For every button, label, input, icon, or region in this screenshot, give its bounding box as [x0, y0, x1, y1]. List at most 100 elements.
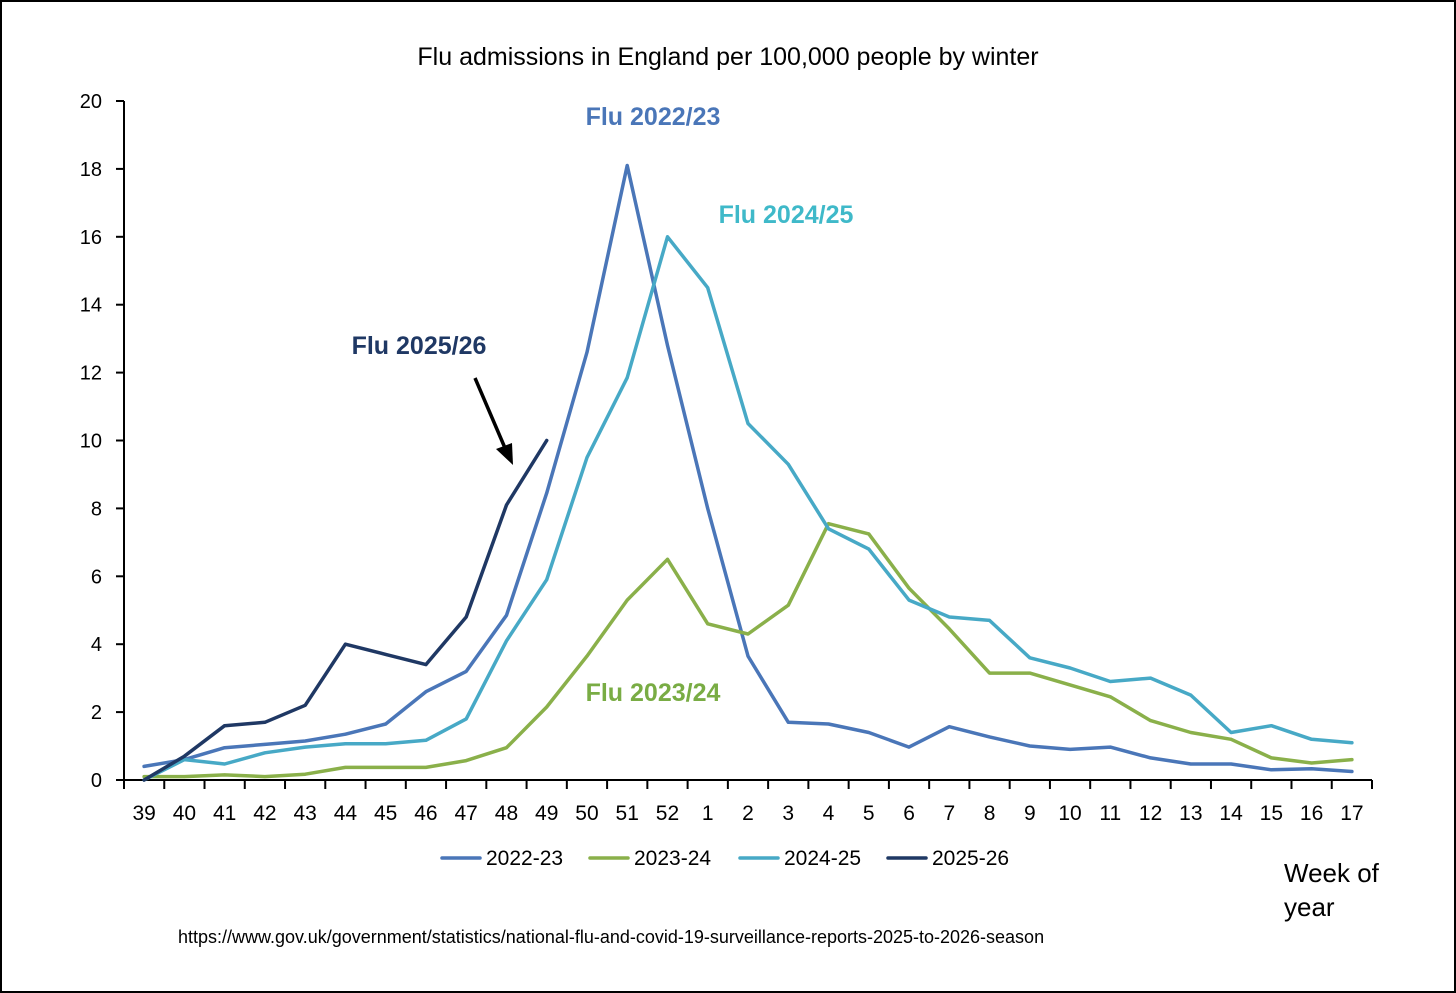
- series-2024-25-point: [263, 751, 267, 755]
- series-2022-23-point: [746, 654, 750, 658]
- series-2024-25-point: [504, 639, 508, 643]
- series-2024-25-point: [988, 618, 992, 622]
- series-2024-25-point: [1068, 666, 1072, 670]
- series-2025-26-point: [223, 724, 227, 728]
- series-2024-25-point: [1149, 676, 1153, 680]
- series-2025-26-point: [384, 652, 388, 656]
- series-2023-24-point: [424, 765, 428, 769]
- series-2023-24-point: [1310, 761, 1314, 765]
- x-tick-label: 15: [1260, 802, 1283, 825]
- series-2023-24-point: [1149, 719, 1153, 723]
- series-2022-23-point: [988, 735, 992, 739]
- series-2022-23-point: [1189, 762, 1193, 766]
- series-2025-26-point: [142, 778, 146, 782]
- series-2022-23-point: [1229, 762, 1233, 766]
- series-2024-25-point: [786, 462, 790, 466]
- x-tick-label: 39: [132, 802, 155, 825]
- x-tick-label: 16: [1300, 802, 1323, 825]
- legend-label-2025-26: 2025-26: [932, 847, 1009, 870]
- y-tick-label: 12: [80, 363, 102, 385]
- series-2022-23-point: [786, 720, 790, 724]
- y-tick-label: 20: [80, 91, 102, 113]
- x-tick-label: 8: [984, 802, 996, 825]
- series-2025-26-point: [343, 642, 347, 646]
- series-2025-26: [142, 438, 549, 782]
- annotation-flu-2022-23: Flu 2022/23: [586, 103, 721, 131]
- series-2023-24-point: [343, 765, 347, 769]
- series-2023-24-point: [504, 746, 508, 750]
- series-2023-24-point: [1068, 683, 1072, 687]
- x-tick-label: 42: [253, 802, 276, 825]
- series-2023-24-point: [907, 586, 911, 590]
- series-2023-24-point: [464, 759, 468, 763]
- x-tick-label: 50: [575, 802, 598, 825]
- annotation-flu-2025-26: Flu 2025/26: [352, 332, 487, 360]
- y-tick-label: 0: [91, 770, 102, 792]
- x-tick-label: 49: [535, 802, 558, 825]
- legend: 2022-23 2023-24 2024-25 2025-26: [440, 847, 1009, 870]
- series-2024-25-point: [867, 547, 871, 551]
- series-2024-25-point: [1269, 724, 1273, 728]
- series-2023-24-point: [867, 532, 871, 536]
- series-2022-23-point: [585, 350, 589, 354]
- series-2024-25-point: [746, 422, 750, 426]
- y-tick-label: 4: [91, 634, 102, 656]
- series-2024-25-point: [424, 738, 428, 742]
- series-2023-24-point: [182, 775, 186, 779]
- series-2024-25-point: [303, 745, 307, 749]
- series-2022-23-point: [625, 164, 629, 168]
- series-2023-24-point: [988, 671, 992, 675]
- series-2022-23-point: [1350, 770, 1354, 774]
- series-2024-25-line: [142, 235, 1354, 782]
- series-2024-25-point: [464, 717, 468, 721]
- x-tick-label: 17: [1340, 802, 1363, 825]
- x-tick-label: 48: [495, 802, 518, 825]
- series-2025-26-point: [182, 754, 186, 758]
- series-2024-25-point: [223, 762, 227, 766]
- series-2025-26-point: [545, 439, 549, 442]
- series-2024-25-point: [384, 742, 388, 746]
- series-2025-26-point: [303, 703, 307, 707]
- annotation-flu-2023-24: Flu 2023/24: [586, 679, 721, 707]
- x-tick-label: 14: [1219, 802, 1243, 825]
- series-2023-24-point: [223, 773, 227, 777]
- x-tick-label: 12: [1139, 802, 1162, 825]
- x-tick-label: 2: [742, 802, 754, 825]
- x-axis-title: Week of year: [1284, 858, 1379, 922]
- series-2024-25-point: [1189, 693, 1193, 697]
- x-tick-label: 7: [943, 802, 955, 825]
- legend-label-2023-24: 2023-24: [634, 847, 711, 870]
- annotation-arrow-head: [496, 443, 513, 465]
- x-tick-label: 52: [656, 802, 679, 825]
- x-tick-label: 41: [213, 802, 236, 825]
- y-tick-label: 18: [80, 159, 102, 181]
- series-2022-23-point: [706, 506, 710, 510]
- series-2023-24-point: [303, 772, 307, 776]
- series-2023-24-point: [947, 627, 951, 631]
- series-2023-24-point: [1108, 695, 1112, 699]
- series-2025-26-point: [263, 720, 267, 724]
- series-2024-25-point: [1350, 741, 1354, 745]
- series-2022-23-point: [867, 730, 871, 734]
- series-2022-23: [142, 163, 1354, 774]
- series-2023-24-point: [585, 654, 589, 658]
- series-2023-24-point: [263, 775, 267, 779]
- x-tick-label: 47: [455, 802, 478, 825]
- x-tick-label: 4: [823, 802, 835, 825]
- series-2022-23-point: [303, 739, 307, 743]
- series-2023-24-point: [1269, 756, 1273, 760]
- series-2024-25-point: [827, 527, 831, 531]
- series-2023-24-point: [786, 603, 790, 607]
- x-tick-label: 51: [616, 802, 639, 825]
- series-2024-25-point: [1310, 737, 1314, 741]
- series-2022-23-point: [424, 690, 428, 694]
- series-2024-25-point: [585, 455, 589, 459]
- source-url: https://www.gov.uk/government/statistics…: [178, 927, 1045, 947]
- series-2023-24-point: [625, 598, 629, 602]
- series-2022-23-point: [545, 491, 549, 495]
- series-2022-23-point: [223, 746, 227, 750]
- annotation-arrow-shaft: [473, 377, 507, 449]
- series-2022-23-point: [907, 745, 911, 749]
